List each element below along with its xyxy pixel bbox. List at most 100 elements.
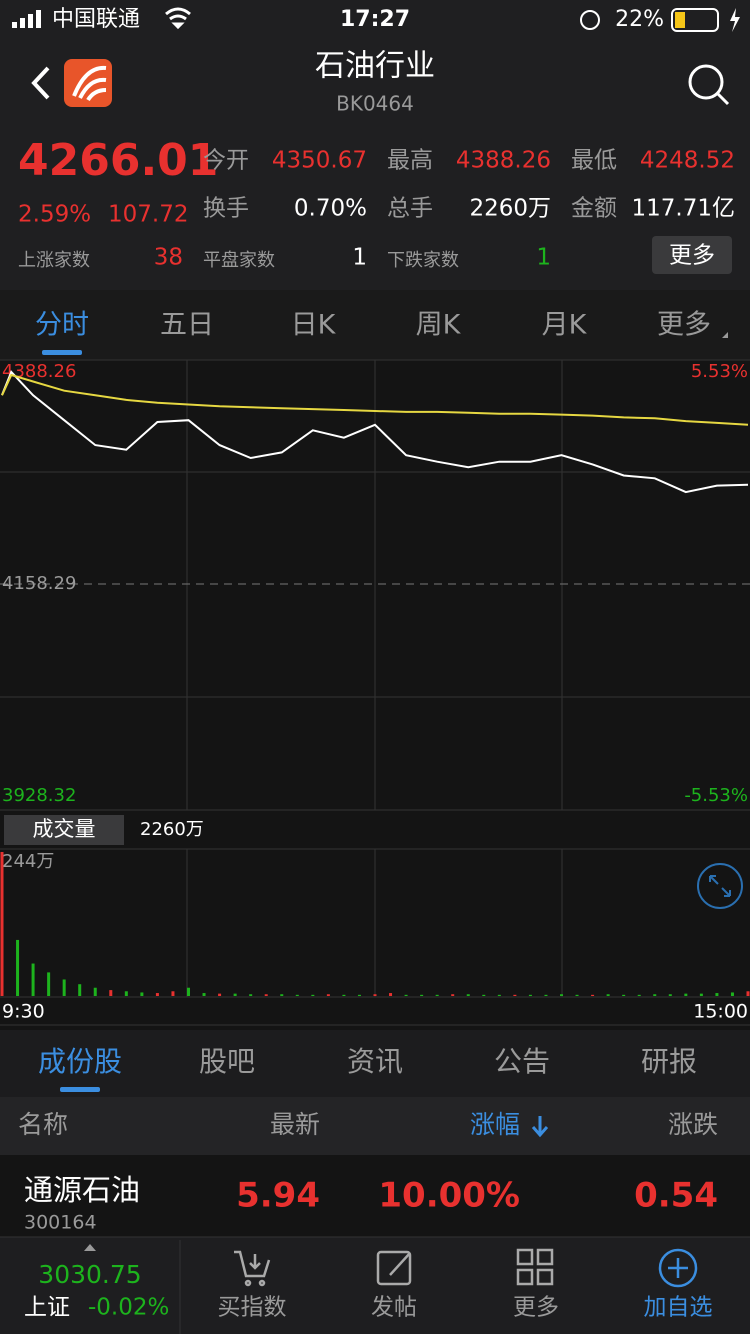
volume-bar <box>622 994 626 996</box>
list-tab[interactable]: 公告 <box>494 1045 550 1078</box>
volume-bar <box>187 987 190 996</box>
back-button[interactable] <box>31 66 50 100</box>
list-tab[interactable]: 资讯 <box>347 1045 403 1078</box>
change-pct: 2.59% <box>18 202 91 228</box>
chart-tab[interactable]: 月K <box>542 310 588 341</box>
volume-bar <box>746 991 750 996</box>
volume-bar <box>218 993 222 996</box>
breadth-value: 38 <box>154 245 183 271</box>
volume-bar <box>389 993 393 996</box>
volume-bar <box>653 994 657 996</box>
search-button[interactable] <box>688 64 730 106</box>
field-value: 117.71亿 <box>632 196 735 222</box>
volume-bar <box>684 993 688 996</box>
volume-bar <box>171 991 175 996</box>
list-tab[interactable]: 研报 <box>641 1045 697 1078</box>
volume-bar <box>591 994 595 996</box>
volume-bar <box>544 994 548 996</box>
x-tick-label: 9:30 <box>2 1001 45 1023</box>
volume-bar <box>404 994 408 996</box>
chart-tab[interactable]: 分时 <box>35 310 89 341</box>
breadth-value: 1 <box>536 245 551 271</box>
y2-tick-label: 5.53% <box>691 361 748 382</box>
volume-bar <box>451 994 455 996</box>
carrier: 中国联通 <box>52 7 140 32</box>
table-header[interactable]: 最新 <box>270 1110 320 1139</box>
x-tick-label: 15:00 <box>693 1001 748 1023</box>
volume-bar <box>140 992 144 996</box>
volume-bar <box>420 994 424 996</box>
battery-level: 22% <box>615 7 664 32</box>
list-tab[interactable]: 成份股 <box>38 1045 122 1078</box>
volume-bar <box>0 852 4 996</box>
chart-tab[interactable]: 五日 <box>160 310 214 341</box>
volume-bar <box>560 994 563 996</box>
volume-bar <box>31 963 35 996</box>
price-line <box>1 370 749 494</box>
y-tick-label: 244万 <box>2 851 54 872</box>
stock-name[interactable]: 通源石油 <box>24 1173 140 1207</box>
volume-bar <box>78 984 82 996</box>
volume-bar <box>513 994 517 996</box>
table-header[interactable]: 涨跌 <box>668 1110 718 1139</box>
breadth-value: 1 <box>352 245 367 271</box>
nav-item[interactable]: 发帖 <box>371 1295 417 1321</box>
chart-tab[interactable]: 日K <box>291 310 337 341</box>
volume-bar <box>357 994 361 996</box>
volume-bar <box>280 994 284 996</box>
volume-bar <box>637 994 641 996</box>
volume-bar <box>466 994 470 996</box>
volume-bar <box>47 972 51 996</box>
volume-bar <box>575 994 579 996</box>
table-header[interactable]: 涨幅 <box>470 1110 520 1139</box>
chart-tab[interactable]: 周K <box>416 310 462 341</box>
volume-bar <box>497 994 501 996</box>
stock-price: 5.94 <box>236 1176 320 1216</box>
field-value: 4388.26 <box>456 148 551 174</box>
nav-item[interactable]: 加自选 <box>644 1295 713 1321</box>
y-tick-label: 4388.26 <box>2 361 76 382</box>
volume-bar <box>311 994 315 996</box>
more-button[interactable] <box>652 236 732 274</box>
breadth-label: 下跌家数 <box>387 250 459 271</box>
index-change[interactable]: -0.02% <box>88 1295 169 1321</box>
volume-bar <box>155 993 159 996</box>
change: 107.72 <box>108 202 188 228</box>
volume-bar <box>62 979 66 996</box>
field-value: 0.70% <box>294 196 367 222</box>
clock: 17:27 <box>340 7 410 32</box>
list-tab[interactable]: 股吧 <box>199 1045 255 1078</box>
volume-bar <box>264 994 268 996</box>
field-label: 最低 <box>571 148 617 174</box>
volume-bar <box>699 993 703 996</box>
breadth-label: 平盘家数 <box>203 250 275 271</box>
index-value[interactable]: 3030.75 <box>38 1260 141 1289</box>
index-name[interactable]: 上证 <box>24 1295 70 1321</box>
last-price: 4266.01 <box>18 135 218 186</box>
volume-bar <box>124 991 128 996</box>
volume-bar <box>528 994 532 996</box>
stock-code: 300164 <box>24 1212 97 1234</box>
nav-item[interactable]: 更多 <box>513 1295 559 1321</box>
page-code: BK0464 <box>336 92 414 116</box>
expand-button[interactable] <box>697 863 743 909</box>
volume-bar <box>295 994 299 996</box>
table-header: 名称 <box>18 1110 68 1139</box>
volume-bar <box>326 994 330 996</box>
volume-bar <box>606 994 610 996</box>
volume-bar <box>730 992 734 996</box>
field-label: 换手 <box>203 196 249 222</box>
y2-tick-label: -5.53% <box>684 785 748 806</box>
volume-bar <box>16 939 20 996</box>
volume-bar <box>249 994 253 996</box>
field-label: 总手 <box>387 196 433 222</box>
chart-tab[interactable]: 更多 <box>657 310 711 341</box>
y-tick-label: 3928.32 <box>2 785 76 806</box>
field-label: 金额 <box>571 196 617 222</box>
more-button-label[interactable]: 更多 <box>669 243 715 269</box>
stock-change: 0.54 <box>634 1176 718 1216</box>
volume-bar <box>233 993 237 996</box>
field-value: 4350.67 <box>272 148 367 174</box>
nav-item[interactable]: 买指数 <box>218 1295 287 1321</box>
volume-bar <box>109 990 113 996</box>
